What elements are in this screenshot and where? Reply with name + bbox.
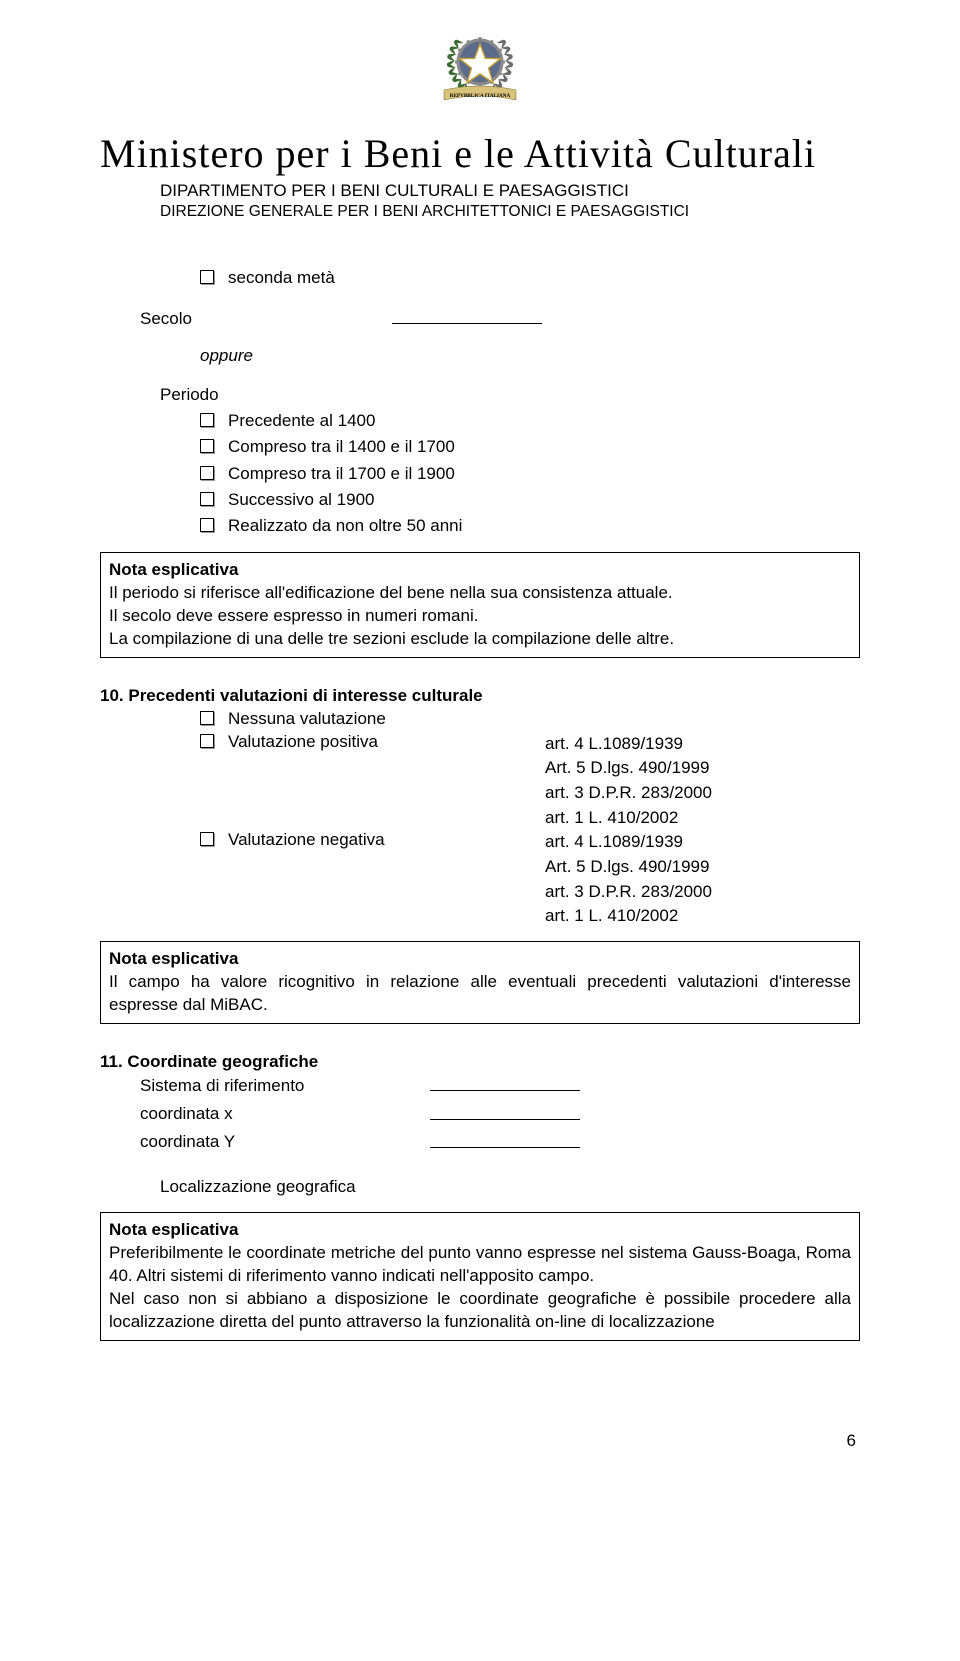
page-number: 6 <box>100 1431 860 1451</box>
nota-body: Preferibilmente le coordinate metriche d… <box>109 1242 851 1288</box>
nota-box-3: Nota esplicativa Preferibilmente le coor… <box>100 1212 860 1341</box>
periodo-option: Successivo al 1900 <box>228 490 374 509</box>
periodo-option: Precedente al 1400 <box>228 411 375 430</box>
nota-box-1: Nota esplicativa Il periodo si riferisce… <box>100 552 860 658</box>
department-line: DIPARTIMENTO PER I BENI CULTURALI E PAES… <box>160 181 860 201</box>
coord-label: Sistema di riferimento <box>140 1072 430 1100</box>
ministry-title: Ministero per i Beni e le Attività Cultu… <box>100 130 860 177</box>
oppure-label: oppure <box>200 346 253 365</box>
checkbox-icon[interactable] <box>200 413 214 427</box>
coord-field[interactable] <box>430 1128 580 1148</box>
periodo-option: Compreso tra il 1700 e il 1900 <box>228 464 455 483</box>
nota-title: Nota esplicativa <box>109 1219 851 1242</box>
periodo-option: Compreso tra il 1400 e il 1700 <box>228 437 455 456</box>
nota-title: Nota esplicativa <box>109 559 851 582</box>
checkbox-icon[interactable] <box>200 832 214 846</box>
checkbox-icon[interactable] <box>200 711 214 725</box>
checkbox-icon[interactable] <box>200 518 214 532</box>
nota-line: Il periodo si riferisce all'edificazione… <box>109 582 851 605</box>
ref-line: art. 1 L. 410/2002 <box>545 904 860 929</box>
checkbox-icon[interactable] <box>200 270 214 284</box>
coord-label: coordinata x <box>140 1100 430 1128</box>
checkbox-icon[interactable] <box>200 734 214 748</box>
periodo-label: Periodo <box>160 385 219 404</box>
direction-line: DIREZIONE GENERALE PER I BENI ARCHITETTO… <box>160 203 860 221</box>
option-valutazione-positiva: Valutazione positiva <box>228 732 378 751</box>
ref-line: art. 3 D.P.R. 283/2000 <box>545 880 860 905</box>
ref-line: Art. 5 D.lgs. 490/1999 <box>545 855 860 880</box>
section-10-heading: 10. Precedenti valutazioni di interesse … <box>100 686 860 706</box>
checkbox-icon[interactable] <box>200 466 214 480</box>
nota-line: La compilazione di una delle tre sezioni… <box>109 628 851 651</box>
nota-line: Il secolo deve essere espresso in numeri… <box>109 605 851 628</box>
secolo-label: Secolo <box>140 309 192 329</box>
nota-body: Il campo ha valore ricognitivo in relazi… <box>109 971 851 1017</box>
option-nessuna: Nessuna valutazione <box>228 709 386 728</box>
italy-emblem: REPVBBLICA ITALIANA <box>430 18 530 123</box>
secolo-field[interactable] <box>392 323 542 324</box>
option-valutazione-negativa: Valutazione negativa <box>228 830 385 849</box>
ref-line: art. 1 L. 410/2002 <box>545 806 860 831</box>
periodo-option: Realizzato da non oltre 50 anni <box>228 516 462 535</box>
ref-line: art. 4 L.1089/1939 <box>545 830 860 855</box>
option-seconda-meta: seconda metà <box>228 268 335 287</box>
coord-field[interactable] <box>430 1072 580 1092</box>
coord-field[interactable] <box>430 1100 580 1120</box>
section-11-heading: 11. Coordinate geografiche <box>100 1052 860 1072</box>
checkbox-icon[interactable] <box>200 492 214 506</box>
checkbox-icon[interactable] <box>200 439 214 453</box>
nota-body: Nel caso non si abbiano a disposizione l… <box>109 1288 851 1334</box>
ref-line: art. 3 D.P.R. 283/2000 <box>545 781 860 806</box>
coord-label: coordinata Y <box>140 1128 430 1156</box>
ref-line: Art. 5 D.lgs. 490/1999 <box>545 756 860 781</box>
svg-text:REPVBBLICA ITALIANA: REPVBBLICA ITALIANA <box>450 93 511 99</box>
nota-title: Nota esplicativa <box>109 948 851 971</box>
localizzazione-label: Localizzazione geografica <box>160 1177 356 1196</box>
nota-box-2: Nota esplicativa Il campo ha valore rico… <box>100 941 860 1024</box>
ref-line: art. 4 L.1089/1939 <box>545 732 860 757</box>
